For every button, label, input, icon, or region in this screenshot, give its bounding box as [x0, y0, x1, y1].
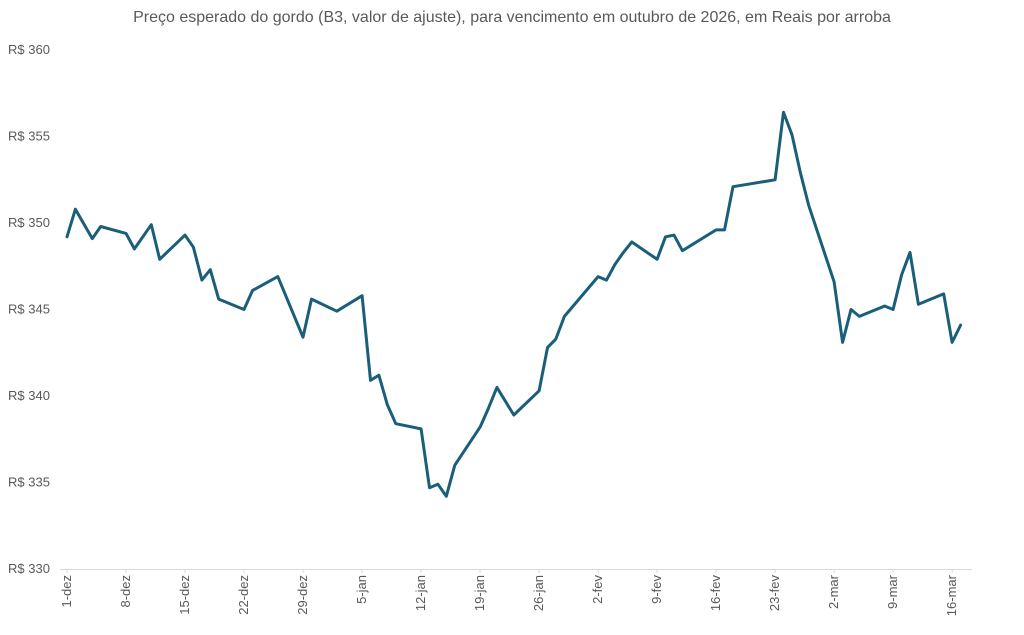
x-tick-label: 22-dez: [236, 575, 251, 615]
y-tick-label: R$ 340: [8, 388, 50, 403]
x-tick-label: 19-jan: [472, 575, 487, 611]
x-tick-label: 23-fev: [767, 575, 782, 612]
x-tick-label: 26-jan: [531, 575, 546, 611]
x-tick-label: 8-dez: [118, 575, 133, 608]
x-tick-label: 9-fev: [649, 575, 664, 604]
y-tick-label: R$ 345: [8, 302, 50, 317]
x-tick-label: 9-mar: [885, 574, 900, 609]
series-line: [65, 110, 963, 498]
x-tick-label: 16-mar: [944, 574, 959, 616]
x-tick-label: 5-jan: [354, 575, 369, 604]
x-tick-label: 15-dez: [177, 575, 192, 615]
chart-title: Preço esperado do gordo (B3, valor de aj…: [133, 9, 891, 26]
y-tick-labels: R$ 330 R$ 335 R$ 340 R$ 345 R$ 350 R$ 355 R$ 3…: [8, 42, 50, 576]
x-tick-label: 2-mar: [826, 574, 841, 609]
y-tick-label: R$ 330: [8, 561, 50, 576]
x-tick-label: 2-fev: [590, 575, 605, 604]
y-tick-label: R$ 350: [8, 215, 50, 230]
x-tick-labels: 1-dez 8-dez 15-dez 22-dez 29-dez 5-jan 12-jan 1…: [59, 569, 959, 616]
x-tick-label: 16-fev: [708, 575, 723, 612]
x-tick-label: 1-dez: [59, 575, 74, 608]
x-tick-label: 29-dez: [295, 575, 310, 615]
y-tick-label: R$ 360: [8, 42, 50, 57]
y-tick-label: R$ 335: [8, 475, 50, 490]
x-tick-label: 12-jan: [413, 575, 428, 611]
series-layer: [65, 110, 963, 498]
y-tick-label: R$ 355: [8, 129, 50, 144]
